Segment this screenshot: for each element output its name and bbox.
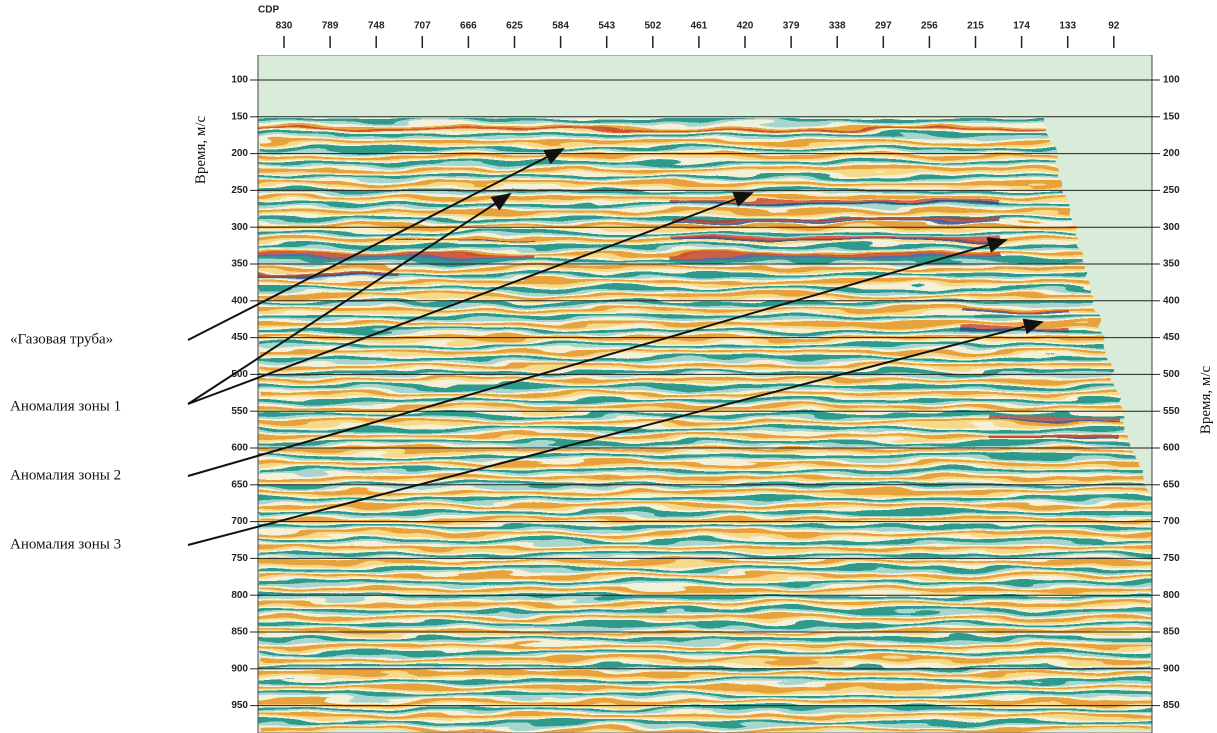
right-tick-label: 650 [1163,479,1180,490]
right-tick-label: 850 [1163,627,1180,638]
seismic-figure: 830 789 748 707 666 625 584 543 502 461 420 379 338 2… [0,0,1217,733]
right-tick-label: 150 [1163,111,1180,122]
left-tick-label: 750 [231,553,248,564]
seismic-section [258,55,1152,733]
right-tick-label: 600 [1163,443,1180,454]
right-tick-label: 550 [1163,406,1180,417]
x-tick-label: 338 [829,21,846,32]
left-tick-label: 600 [231,443,248,454]
x-tick-label: 461 [691,21,708,32]
right-axis-title: Время, м/с [1198,365,1214,434]
x-tick-label: 584 [552,21,569,32]
left-tick-label: 850 [231,627,248,638]
left-tick-label: 950 [231,700,248,711]
right-tick-label: 700 [1163,516,1180,527]
right-tick-label: 450 [1163,332,1180,343]
x-tick-label: 666 [460,21,477,32]
x-tick-label: 543 [598,21,615,32]
annotation: Аномалия зоны 3 [10,536,121,552]
x-tick-label: 174 [1013,21,1030,32]
x-tick-label: 707 [414,21,431,32]
right-tick-label: 750 [1163,553,1180,564]
left-tick-label: 450 [231,332,248,343]
x-tick-label: 297 [875,21,892,32]
right-tick-label: 500 [1163,369,1180,380]
annotation: Аномалия зоны 1 [10,398,121,414]
x-tick-label: 748 [368,21,385,32]
x-tick-label: 215 [967,21,984,32]
x-tick-label: 625 [506,21,523,32]
right-tick-label: 200 [1163,148,1180,159]
right-tick-label: 400 [1163,295,1180,306]
left-tick-label: 100 [231,75,248,86]
left-tick-label: 400 [231,295,248,306]
left-tick-label: 200 [231,148,248,159]
right-tick-label: 800 [1163,590,1180,601]
x-tick-label: 256 [921,21,938,32]
annotation: «Газовая труба» [10,331,113,347]
right-tick-label: 350 [1163,259,1180,270]
x-tick-label: 420 [737,21,754,32]
x-tick-label: 379 [783,21,800,32]
right-tick-label: 100 [1163,75,1180,86]
left-tick-label: 250 [231,185,248,196]
x-tick-label: 830 [276,21,293,32]
x-tick-label: 92 [1108,21,1120,32]
right-tick-label: 900 [1163,663,1180,674]
left-tick-label: 900 [231,663,248,674]
x-tick-label: 133 [1059,21,1076,32]
annotation: Аномалия зоны 2 [10,467,121,483]
left-tick-label: 150 [231,111,248,122]
left-axis-title: Время, м/с [193,115,209,184]
left-tick-label: 650 [231,479,248,490]
left-tick-label: 300 [231,222,248,233]
left-tick-label: 700 [231,516,248,527]
left-tick-label: 350 [231,259,248,270]
left-tick-label: 800 [231,590,248,601]
x-tick-label: 502 [644,21,661,32]
left-tick-label: 550 [231,406,248,417]
right-tick-label: 850 [1163,700,1180,711]
right-tick-label: 300 [1163,222,1180,233]
right-tick-label: 250 [1163,185,1180,196]
x-tick-label: 789 [322,21,339,32]
x-axis-title: CDP [258,5,279,16]
